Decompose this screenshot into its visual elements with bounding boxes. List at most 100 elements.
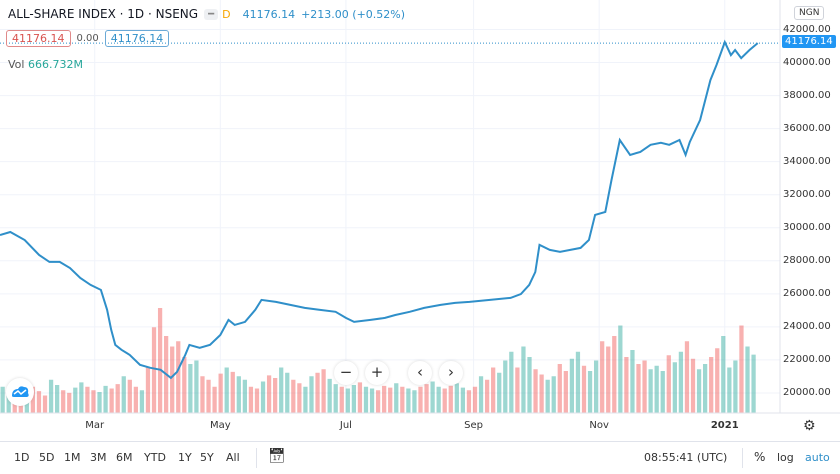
volume-bar [236,376,241,413]
price-tick-label: 40000.00 [783,56,831,68]
volume-bar [303,386,308,413]
range-button-5y[interactable]: 5Y [200,451,214,464]
zoom-out-button[interactable]: − [334,361,358,385]
scroll-right-button[interactable]: › [439,361,463,385]
volume-bar [751,354,756,413]
volume-bar [297,383,302,413]
range-button-5d[interactable]: 5D [39,451,55,464]
volume-bar [587,371,593,413]
volume-bar [133,386,138,413]
volume-bar [521,346,526,413]
volume-bar [254,388,260,413]
volume-bar [509,351,514,413]
sell-button[interactable]: 41176.14 [6,30,71,47]
volume-bar [715,348,720,413]
volume-bar [448,385,453,413]
volume-bar [593,360,599,413]
percent-scale-toggle[interactable]: % [754,450,766,464]
spread: 0.00 [76,33,99,44]
range-button-ytd[interactable]: YTD [144,451,166,464]
symbol-title: ALL-SHARE INDEX · 1D · NSENG [8,7,199,21]
volume-bar [484,379,490,413]
volume-bar [406,388,411,413]
volume-bar [678,351,684,413]
clock-time[interactable]: 08:55:41 (UTC) [644,451,728,464]
volume-bar [600,341,605,413]
range-button-1y[interactable]: 1Y [178,451,192,464]
volume-bar [418,386,423,413]
range-button-3m[interactable]: 3M [90,451,107,464]
range-button-6m[interactable]: 6M [116,451,133,464]
volume-bar [309,376,314,413]
volume-bar [339,386,344,413]
log-scale-toggle[interactable]: log [777,451,794,464]
volume-value: 666.732M [27,58,83,71]
volume-bar [545,379,550,413]
volume-bar [539,374,544,413]
price-change: +213.00 (+0.52%) [301,7,406,21]
volume-bar [727,367,732,413]
volume-bar [709,357,714,413]
volume-bar [345,388,350,413]
current-price-label: 41176.14 [782,35,836,49]
price-tick-label: 26000.00 [783,287,831,299]
auto-scale-toggle[interactable]: auto [805,451,830,464]
price-tick-label: 34000.00 [783,155,831,167]
price-chart[interactable] [0,0,840,441]
volume-bar [200,376,205,413]
volume-bar [48,379,54,413]
tradingview-logo-icon[interactable] [6,378,34,406]
last-price: 41176.14 [242,7,296,21]
price-tick-label: 30000.00 [783,221,831,233]
volume-bar [515,367,520,413]
volume-bar [121,376,126,413]
volume-bar [581,365,587,413]
volume-bar [36,391,42,413]
volume-bar [424,384,429,413]
volume-bar [194,360,199,413]
volume-bar [624,357,629,413]
volume-bar [157,308,163,413]
volume-legend: Vol 666.732M [8,58,83,71]
volume-bar [369,388,375,413]
currency-badge[interactable]: NGN [794,6,825,20]
bottom-toolbar: 1D 5D 1M 3M 6M YTD 1Y 5Y All 📅︎ 08:55:41 (UTC) %… [0,441,840,474]
volume-bar [702,364,708,413]
volume-bar [61,390,66,413]
volume-bar [382,385,387,413]
volume-bar [176,341,181,413]
divider [256,448,257,468]
time-tick-label: Sep [464,420,483,431]
price-tick-label: 22000.00 [783,353,831,365]
volume-bar [630,350,635,413]
volume-bar [612,336,617,413]
zoom-in-button[interactable]: + [365,361,389,385]
price-line [0,39,759,380]
volume-bar [127,379,132,413]
range-button-1m[interactable]: 1M [64,451,81,464]
volume-bar [248,386,254,413]
volume-bar [533,369,538,413]
volume-bar [321,369,326,413]
volume-bar [400,386,405,413]
range-button-all[interactable]: All [226,451,240,464]
date-range-calendar-icon[interactable]: 📅︎ [268,448,286,464]
volume-bar [491,367,496,413]
volume-bar [648,369,653,413]
settings-gear-icon[interactable]: ⚙ [803,418,816,434]
volume-bar [351,385,357,413]
volume-bar [575,351,581,413]
volume-bar [690,358,696,413]
hide-legend-button[interactable]: ━ [204,8,219,20]
range-button-1d[interactable]: 1D [14,451,30,464]
volume-bar [97,392,102,413]
volume-bar [85,386,90,413]
volume-bar [430,381,435,413]
scroll-left-button[interactable]: ‹ [408,361,432,385]
volume-bar [478,376,484,413]
divider [742,448,743,468]
buy-button[interactable]: 41176.14 [104,30,170,47]
volume-bar [666,355,671,413]
volume-bar [73,387,78,413]
volume-bar [454,383,459,413]
